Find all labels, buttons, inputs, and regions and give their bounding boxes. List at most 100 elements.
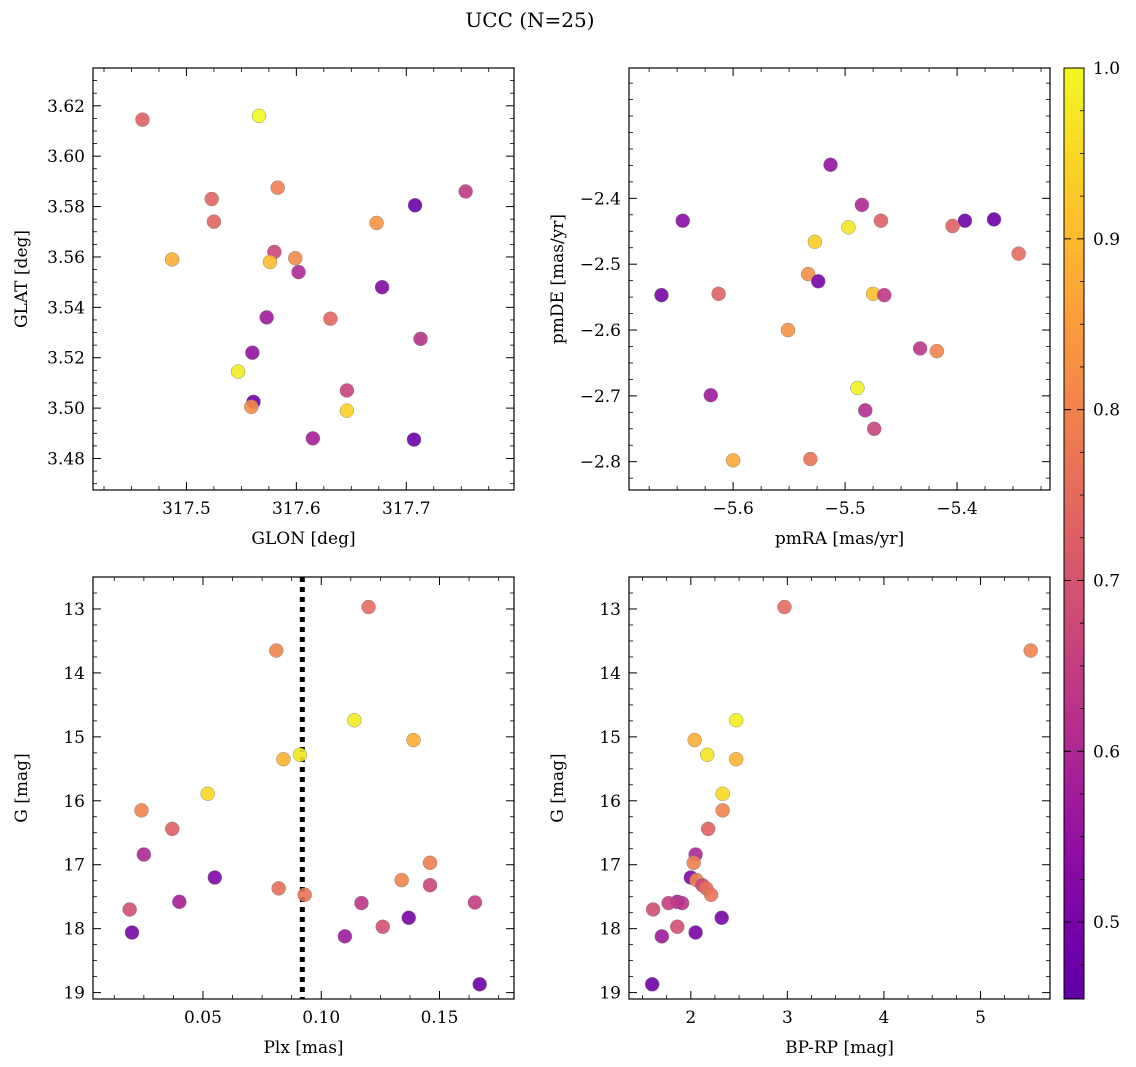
plot-area bbox=[654, 157, 1026, 468]
data-point bbox=[251, 108, 267, 124]
y-tick-label: 17 bbox=[63, 856, 85, 876]
data-point bbox=[164, 252, 180, 267]
panel-bottom-left: 0.05 0.10 0.15 13 14 15 16 17 18 19 Plx [mas] G [ma… bbox=[12, 576, 515, 1058]
colorbar: 0.5 0.6 0.7 0.8 0.9 1.0 bbox=[1063, 59, 1120, 1000]
data-point bbox=[686, 855, 701, 871]
data-point bbox=[135, 112, 150, 127]
data-point bbox=[288, 251, 303, 266]
x-axis-label: pmRA [mas/yr] bbox=[775, 529, 904, 549]
x-tick-label: 0.05 bbox=[184, 1008, 222, 1028]
data-point bbox=[728, 713, 744, 728]
data-point bbox=[472, 977, 487, 992]
x-axis-label: Plx [mas] bbox=[263, 1038, 343, 1058]
y-tick-label: 3.48 bbox=[47, 450, 85, 470]
data-point bbox=[297, 887, 312, 902]
data-point bbox=[700, 821, 716, 837]
y-tick-label: 3.54 bbox=[47, 298, 85, 318]
data-point bbox=[337, 929, 353, 944]
data-point bbox=[807, 234, 823, 250]
y-tick-label: 19 bbox=[63, 984, 85, 1004]
data-point bbox=[725, 453, 741, 468]
data-point bbox=[674, 895, 690, 911]
data-point bbox=[675, 213, 690, 228]
data-point bbox=[986, 212, 1002, 227]
data-point bbox=[207, 870, 223, 885]
y-tick-label: −2.8 bbox=[580, 453, 621, 473]
data-point bbox=[711, 286, 726, 302]
y-tick-label: 3.58 bbox=[47, 198, 85, 218]
x-axis-label: BP-RP [mag] bbox=[785, 1038, 894, 1058]
data-point bbox=[912, 341, 928, 356]
colorbar-tick-label: 0.5 bbox=[1093, 913, 1120, 933]
y-tick-label: 18 bbox=[63, 920, 85, 940]
x-tick-label: 2 bbox=[685, 1008, 696, 1028]
data-point bbox=[291, 264, 306, 280]
data-point bbox=[369, 215, 384, 231]
data-point bbox=[122, 902, 137, 917]
y-tick-label: −2.4 bbox=[580, 189, 621, 209]
data-point bbox=[323, 311, 338, 326]
x-axis-label: GLON [deg] bbox=[251, 529, 355, 549]
y-tick-label: −2.7 bbox=[580, 387, 621, 407]
data-point bbox=[270, 180, 285, 195]
panel-top-left: 317.5 317.6 317.7 3.48 3.50 3.52 3.54 3.56 3.58 3… bbox=[12, 67, 515, 549]
data-point bbox=[271, 881, 286, 896]
data-point bbox=[823, 157, 838, 172]
data-point bbox=[134, 803, 149, 818]
axes-frame bbox=[92, 576, 515, 1000]
data-point bbox=[670, 919, 685, 934]
data-point bbox=[780, 322, 796, 338]
data-point bbox=[850, 380, 865, 396]
data-point bbox=[172, 894, 187, 910]
y-tick-label: 3.52 bbox=[47, 349, 85, 369]
colorbar-tick-label: 0.7 bbox=[1093, 571, 1120, 591]
y-axis-label: G [mag] bbox=[12, 753, 32, 822]
y-tick-label: 18 bbox=[599, 920, 621, 940]
data-point bbox=[422, 877, 438, 893]
data-point bbox=[811, 274, 826, 289]
data-point bbox=[244, 399, 259, 415]
y-tick-label: 14 bbox=[599, 664, 621, 684]
y-tick-label: 16 bbox=[599, 792, 621, 812]
data-point bbox=[714, 910, 729, 925]
data-point bbox=[401, 910, 416, 925]
data-point bbox=[803, 451, 818, 467]
x-tick-label: 317.7 bbox=[382, 499, 431, 519]
data-point bbox=[645, 902, 661, 917]
colorbar-tick-label: 0.6 bbox=[1093, 742, 1120, 762]
data-point bbox=[800, 266, 816, 282]
x-tick-label: 317.6 bbox=[272, 499, 321, 519]
y-tick-label: 17 bbox=[599, 856, 621, 876]
colorbar-tick-label: 1.0 bbox=[1093, 59, 1120, 79]
data-point bbox=[877, 287, 892, 303]
y-axis-label: G [mag] bbox=[548, 753, 568, 822]
x-tick-label: 5 bbox=[975, 1008, 986, 1028]
data-point bbox=[354, 895, 369, 911]
data-point bbox=[854, 197, 870, 213]
x-tick-label: 0.15 bbox=[421, 1008, 459, 1028]
data-point bbox=[703, 387, 718, 403]
data-point bbox=[339, 403, 355, 418]
y-tick-label: 16 bbox=[63, 792, 85, 812]
colorbar-tick-label: 0.8 bbox=[1093, 401, 1120, 421]
data-point bbox=[654, 287, 669, 303]
colorbar-gradient bbox=[1063, 67, 1085, 1000]
data-point bbox=[728, 752, 744, 767]
data-point bbox=[777, 599, 792, 615]
data-point bbox=[305, 431, 321, 446]
x-tick-label: 0.10 bbox=[302, 1008, 340, 1028]
data-point bbox=[858, 403, 873, 418]
x-tick-label: −5.4 bbox=[936, 499, 977, 519]
data-point bbox=[661, 895, 676, 911]
data-point bbox=[259, 310, 274, 325]
axes-frame bbox=[628, 67, 1051, 491]
data-point bbox=[873, 213, 889, 228]
x-tick-label: −5.5 bbox=[824, 499, 865, 519]
data-point bbox=[687, 732, 702, 748]
plot-area bbox=[135, 108, 473, 447]
data-point bbox=[458, 184, 473, 199]
data-point bbox=[945, 218, 960, 234]
data-point bbox=[165, 821, 180, 837]
data-point bbox=[245, 345, 260, 360]
